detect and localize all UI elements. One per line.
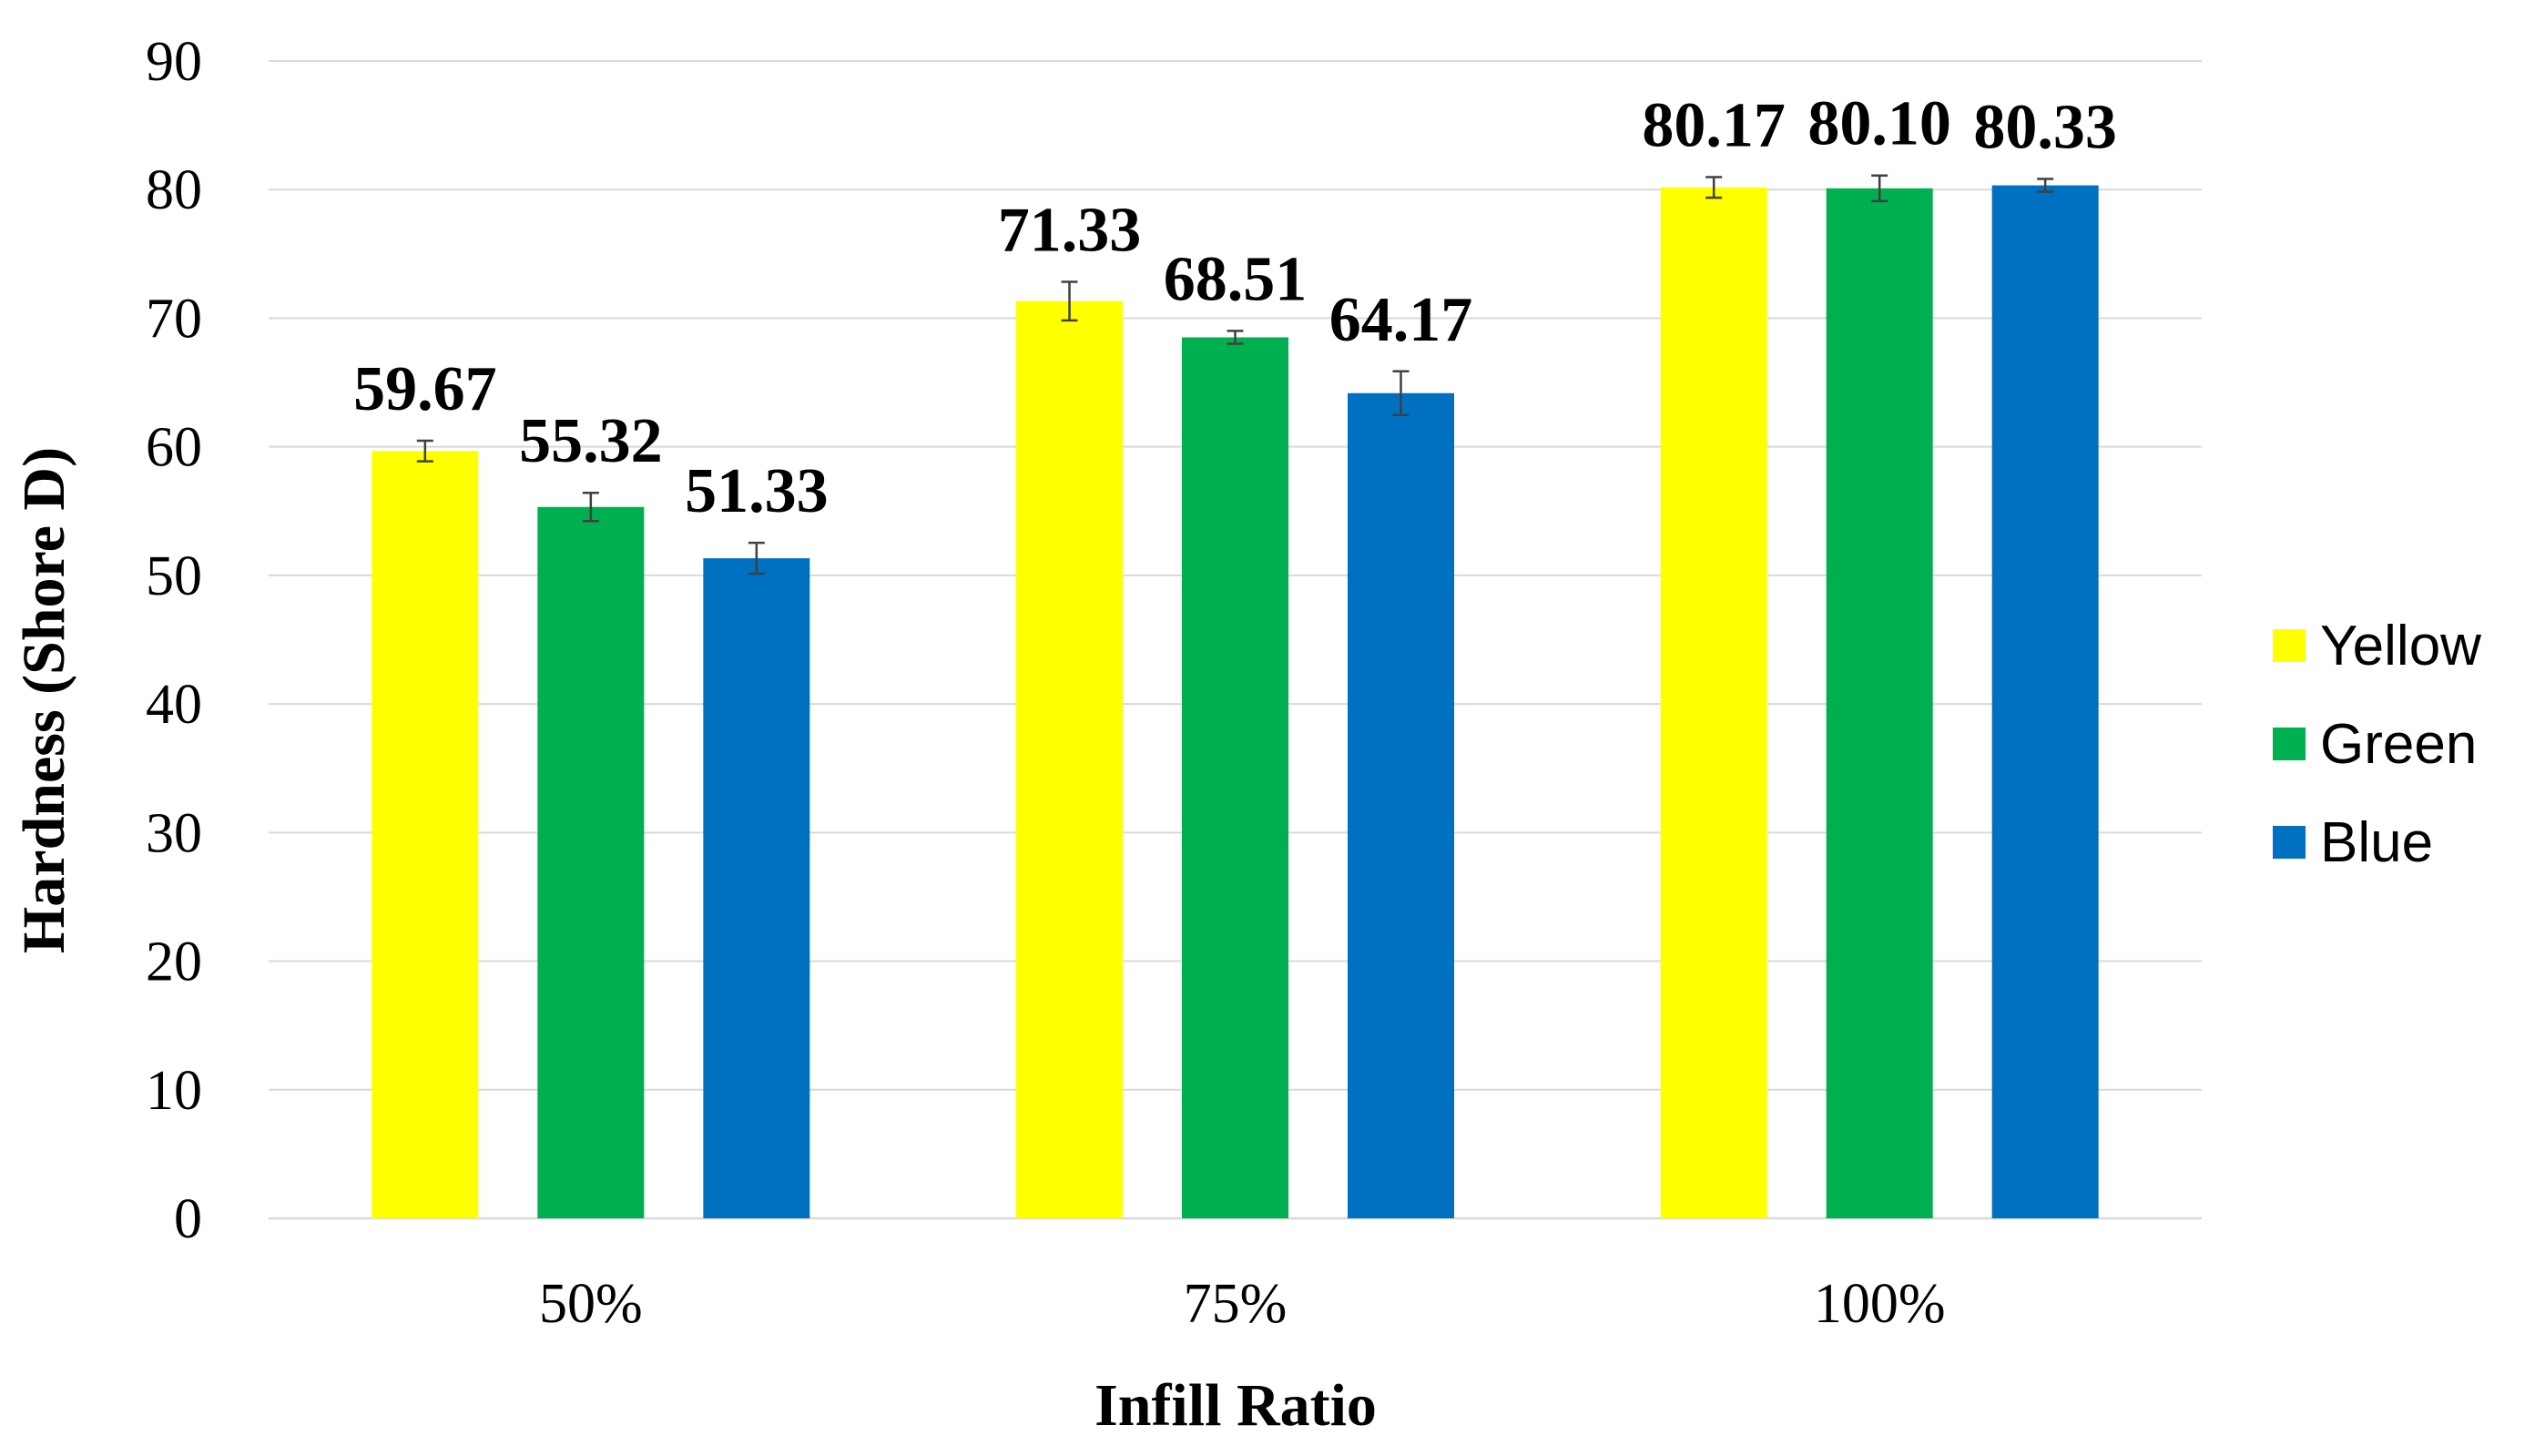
data-label: 59.67: [353, 354, 497, 424]
data-label: 64.17: [1329, 285, 1473, 355]
error-bar: [416, 439, 433, 463]
bar-yellow-75%: [1016, 300, 1123, 1219]
legend-item-yellow: Yellow: [2273, 615, 2481, 677]
y-tick-label: 10: [146, 1060, 202, 1122]
error-bar: [748, 541, 765, 575]
data-label: 71.33: [998, 195, 1142, 265]
error-bar: [1871, 174, 1888, 203]
bar-blue-75%: [1348, 392, 1454, 1219]
error-bar: [1227, 330, 1244, 345]
error-bar: [2037, 178, 2054, 193]
y-tick-label: 50: [146, 545, 202, 607]
legend-item-blue: Blue: [2273, 811, 2433, 874]
legend-label: Blue: [2320, 811, 2433, 874]
data-label: 55.32: [519, 406, 663, 476]
y-axis-title: Hardness (Shore D): [11, 447, 77, 953]
y-tick-label: 20: [146, 932, 202, 993]
x-tick-label: 100%: [1814, 1273, 1946, 1335]
y-tick-label: 40: [146, 674, 202, 736]
y-tick-label: 90: [146, 31, 202, 93]
x-tick-label: 75%: [1184, 1273, 1288, 1335]
error-bars: [416, 174, 2054, 575]
bar-green-75%: [1182, 337, 1288, 1218]
x-axis-ticks: 50% 75% 100%: [539, 1273, 1945, 1335]
legend-label: Yellow: [2320, 615, 2481, 677]
bar-yellow-100%: [1660, 187, 1767, 1219]
y-tick-label: 30: [146, 802, 202, 864]
error-bar: [1705, 176, 1723, 199]
data-label: 51.33: [685, 456, 829, 526]
bar-blue-100%: [1991, 185, 2099, 1218]
bar-blue-50%: [703, 558, 810, 1218]
y-axis-ticks: 0 10 20 30 40 50 60 70 80 90: [146, 31, 202, 1250]
bar-green-50%: [537, 506, 645, 1218]
y-tick-label: 60: [146, 417, 202, 479]
bars: [372, 185, 2099, 1219]
legend-swatch: [2273, 826, 2306, 859]
data-label: 80.10: [1807, 89, 1951, 159]
legend-swatch: [2273, 629, 2306, 662]
y-tick-label: 0: [174, 1188, 202, 1250]
data-labels: 59.67 55.32 51.33 71.33 68.51 64.17 80.17 80.10…: [353, 89, 2117, 526]
error-bar: [1392, 370, 1410, 417]
legend: Yellow Green Blue: [2273, 615, 2481, 874]
data-label: 68.51: [1164, 244, 1308, 314]
bar-yellow-50%: [372, 451, 479, 1218]
error-bar: [582, 491, 599, 523]
y-tick-label: 80: [146, 159, 202, 221]
x-tick-label: 50%: [539, 1273, 643, 1335]
bar-green-100%: [1826, 188, 1933, 1218]
y-tick-label: 70: [146, 288, 202, 350]
data-label: 80.17: [1642, 91, 1786, 161]
legend-label: Green: [2320, 713, 2477, 776]
legend-item-green: Green: [2273, 713, 2477, 776]
legend-swatch: [2273, 728, 2306, 760]
x-axis-title: Infill Ratio: [1094, 1372, 1377, 1439]
data-label: 80.33: [1973, 93, 2117, 163]
error-bar: [1061, 280, 1078, 322]
